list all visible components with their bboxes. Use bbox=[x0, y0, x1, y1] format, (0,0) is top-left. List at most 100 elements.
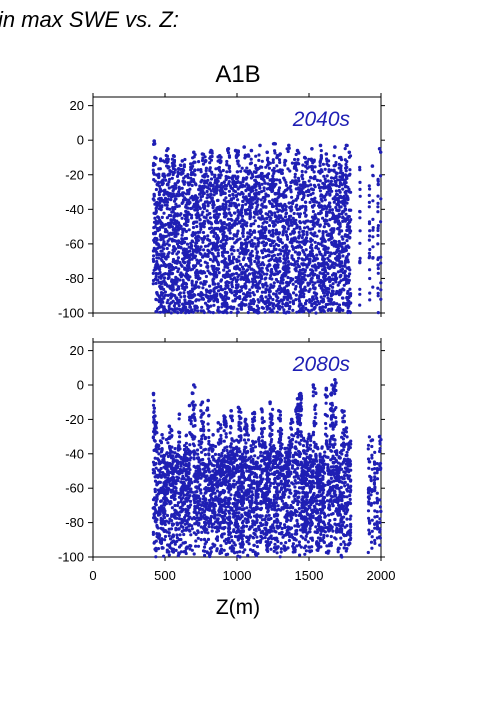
data-point bbox=[177, 204, 181, 208]
data-point bbox=[223, 275, 227, 279]
data-point bbox=[159, 189, 163, 193]
data-point bbox=[195, 224, 199, 229]
data-point bbox=[263, 181, 267, 185]
data-point bbox=[159, 541, 163, 545]
data-point bbox=[368, 276, 372, 281]
data-point bbox=[379, 197, 383, 201]
data-point bbox=[212, 241, 216, 245]
data-point bbox=[167, 180, 171, 184]
data-point bbox=[209, 148, 213, 153]
data-point bbox=[219, 278, 224, 282]
data-point bbox=[274, 182, 278, 186]
data-point bbox=[257, 286, 262, 290]
data-point bbox=[220, 288, 225, 292]
data-point bbox=[196, 476, 200, 480]
data-point bbox=[280, 305, 284, 309]
data-point bbox=[169, 435, 173, 439]
data-point bbox=[155, 497, 159, 501]
data-point bbox=[244, 298, 248, 302]
data-point bbox=[275, 310, 279, 314]
data-point bbox=[234, 194, 239, 198]
data-point bbox=[349, 190, 353, 194]
data-point bbox=[371, 245, 375, 249]
data-point bbox=[152, 399, 156, 403]
data-point bbox=[267, 229, 271, 233]
data-point bbox=[161, 300, 165, 304]
data-point bbox=[229, 310, 233, 314]
data-point bbox=[204, 166, 208, 170]
data-point bbox=[224, 214, 228, 218]
data-point bbox=[223, 257, 227, 261]
data-point bbox=[191, 240, 195, 244]
data-point bbox=[182, 532, 186, 537]
data-point bbox=[226, 217, 230, 221]
data-point bbox=[166, 147, 170, 151]
data-point bbox=[307, 179, 311, 183]
data-point bbox=[348, 268, 352, 272]
data-point bbox=[255, 289, 259, 293]
data-point bbox=[277, 158, 282, 162]
data-point bbox=[227, 154, 231, 158]
data-point bbox=[206, 408, 210, 412]
data-point bbox=[163, 188, 167, 192]
data-point bbox=[238, 262, 243, 266]
data-point bbox=[251, 175, 255, 179]
data-point bbox=[228, 222, 232, 226]
data-point bbox=[311, 297, 316, 301]
data-point bbox=[320, 199, 324, 203]
data-point bbox=[206, 269, 210, 273]
data-point bbox=[232, 249, 236, 253]
data-point bbox=[225, 184, 229, 188]
y-tick-label: -40 bbox=[65, 202, 84, 217]
data-point bbox=[245, 176, 249, 180]
data-point bbox=[244, 303, 248, 307]
data-point bbox=[212, 303, 216, 307]
data-point bbox=[267, 172, 271, 176]
data-point bbox=[278, 152, 283, 156]
data-point bbox=[209, 226, 214, 230]
data-point bbox=[358, 256, 362, 260]
data-point bbox=[173, 212, 177, 216]
data-point bbox=[348, 154, 353, 158]
data-point bbox=[348, 287, 352, 291]
data-point bbox=[174, 234, 178, 238]
data-point bbox=[241, 267, 246, 271]
data-point bbox=[264, 205, 268, 209]
data-point bbox=[319, 155, 323, 159]
data-point bbox=[188, 201, 192, 205]
data-point bbox=[178, 291, 182, 295]
data-point bbox=[171, 280, 175, 285]
data-point bbox=[331, 282, 335, 286]
data-point bbox=[228, 236, 232, 241]
data-point bbox=[379, 261, 383, 265]
data-point bbox=[164, 257, 168, 261]
data-point bbox=[155, 250, 159, 254]
data-point bbox=[272, 253, 276, 257]
data-point bbox=[235, 170, 240, 174]
data-point bbox=[358, 216, 362, 220]
data-point bbox=[176, 250, 181, 254]
data-point bbox=[289, 232, 293, 236]
data-point bbox=[332, 154, 336, 158]
data-point bbox=[313, 231, 317, 235]
data-point bbox=[325, 213, 329, 217]
data-point bbox=[240, 304, 244, 309]
data-point bbox=[241, 227, 245, 231]
data-point bbox=[231, 193, 235, 197]
data-point bbox=[174, 186, 178, 190]
data-point bbox=[206, 254, 210, 258]
data-point bbox=[186, 268, 190, 272]
data-point bbox=[269, 216, 273, 220]
data-point bbox=[161, 225, 165, 229]
data-point bbox=[182, 168, 186, 172]
data-point bbox=[341, 296, 345, 300]
data-point bbox=[379, 288, 383, 292]
data-point bbox=[288, 304, 292, 309]
data-point bbox=[236, 248, 240, 252]
data-point bbox=[370, 164, 375, 168]
data-point bbox=[272, 284, 276, 288]
data-point bbox=[158, 167, 162, 171]
data-point bbox=[257, 158, 261, 162]
header-text: in max SWE vs. Z: bbox=[0, 7, 179, 32]
data-point bbox=[238, 221, 242, 225]
